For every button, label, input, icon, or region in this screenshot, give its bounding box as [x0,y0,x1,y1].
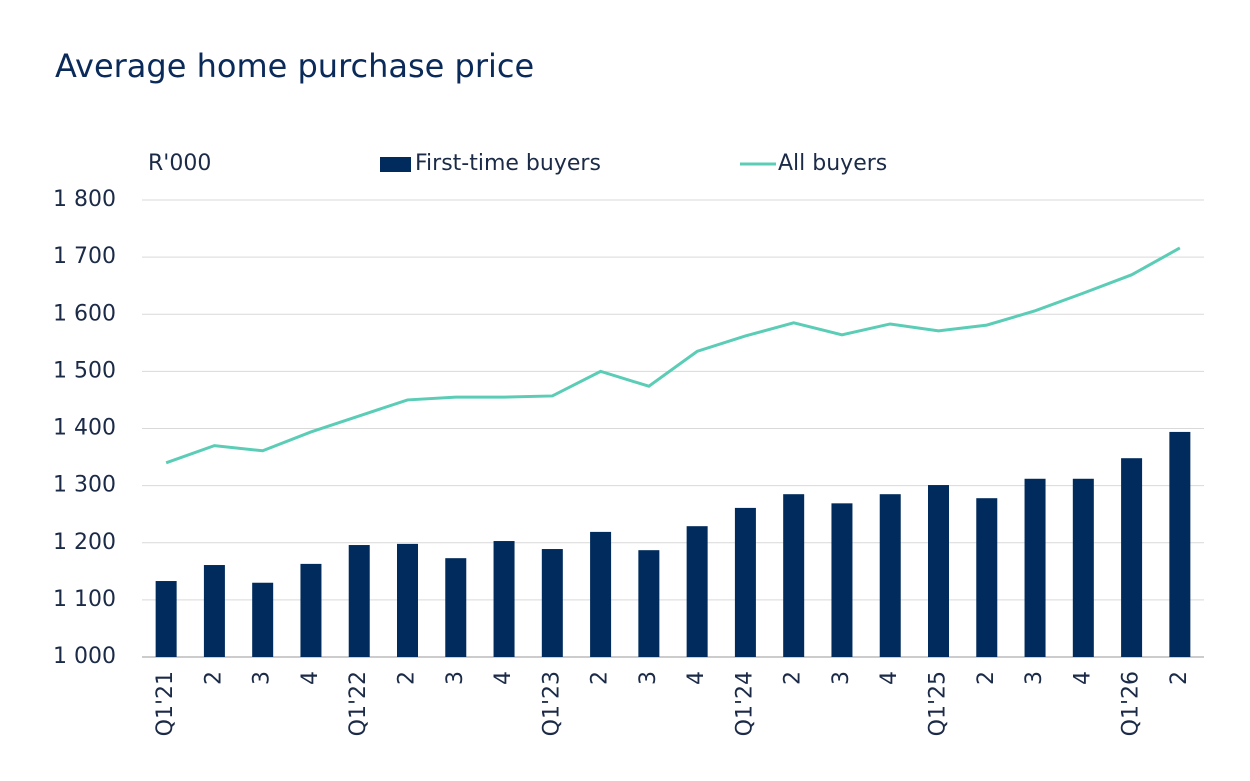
bar [928,485,949,657]
x-tick-label: Q1'25 [926,671,951,736]
y-tick-label: 1 600 [53,301,116,326]
bar [493,541,515,657]
x-tick-label: 4 [1070,671,1095,685]
bar [397,543,418,657]
x-tick-label: Q1'23 [539,671,564,736]
legend-label: First-time buyers [415,151,601,176]
bar [831,503,853,657]
x-tick-label: Q1'26 [1119,671,1144,736]
x-tick-label: 2 [974,671,999,685]
x-tick-label: 2 [201,671,226,685]
x-tick-label: 4 [877,671,902,685]
y-axis-unit: R'000 [148,151,211,176]
bar [590,531,612,657]
bar [783,494,805,657]
x-tick-label: 3 [829,671,854,685]
x-tick-label: Q1'22 [346,671,371,736]
x-tick-label: 4 [491,671,516,685]
bar [879,494,901,657]
y-tick-label: 1 200 [53,530,116,555]
y-tick-label: 1 000 [53,644,116,669]
y-tick-label: 1 700 [53,244,116,269]
bar [348,545,370,657]
y-tick-label: 1 800 [53,187,116,212]
x-tick-label: 4 [298,671,323,685]
bar [1072,478,1094,657]
y-tick-label: 1 100 [53,587,116,612]
bar [686,526,708,657]
x-tick-label: 3 [443,671,468,685]
chart-title: Average home purchase price [55,47,534,85]
y-tick-label: 1 500 [53,358,116,383]
bar [638,550,660,657]
x-tick-label: 3 [250,671,275,685]
x-tick-label: Q1'21 [153,671,178,736]
x-tick-label: 2 [588,671,613,685]
y-tick-label: 1 300 [53,473,116,498]
x-tick-label: 4 [684,671,709,685]
x-tick-label: 3 [636,671,661,685]
bar [155,581,177,657]
x-tick-label: 2 [781,671,806,685]
legend-swatch [380,157,411,172]
bar [1169,431,1191,657]
x-tick-label: 2 [1167,671,1192,685]
y-tick-label: 1 400 [53,416,116,441]
bar [445,558,467,657]
bar [252,582,274,657]
bar [203,565,225,657]
bar [541,549,563,657]
x-tick-label: 3 [1022,671,1047,685]
bar [976,498,998,657]
legend-label: All buyers [778,151,887,176]
bar [1121,458,1143,657]
x-tick-label: Q1'24 [732,671,757,736]
bar [1024,478,1046,657]
bar [734,507,756,657]
line [165,246,1181,465]
x-tick-label: 2 [395,671,420,685]
bar [300,563,322,657]
